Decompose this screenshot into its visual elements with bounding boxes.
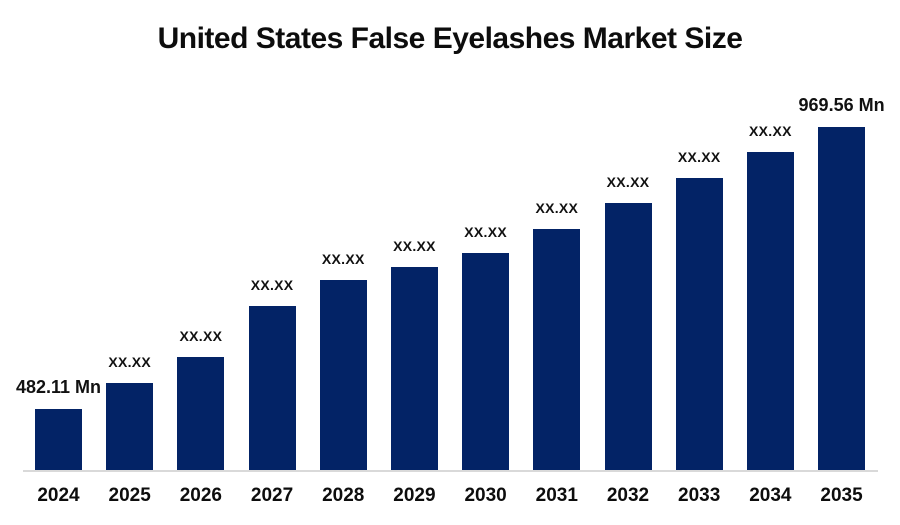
bar-2032: XX.XX 2032 [604,174,652,506]
x-axis-label-2035: 2035 [820,485,863,506]
x-axis-label-2024: 2024 [37,485,80,506]
bar-value-label-2033: XX.XX [677,149,721,165]
bar-2030: XX.XX 2030 [462,224,510,506]
bar-2028: XX.XX 2028 [319,251,367,506]
x-axis-label-2029: 2029 [393,485,436,506]
bar-value-label-2030: XX.XX [464,224,507,240]
bar-2033: XX.XX 2033 [675,149,723,506]
chart-title: United States False Eyelashes Market Siz… [157,22,743,55]
bar-2029: XX.XX 2029 [390,238,438,506]
bar-2031: XX.XX 2031 [533,200,581,506]
x-axis-label-2033: 2033 [678,485,721,506]
x-axis-label-2030: 2030 [464,485,507,506]
bar-2034: XX.XX 2034 [746,123,794,506]
x-axis-label-2026: 2026 [179,485,223,506]
x-axis-label-2028: 2028 [322,485,365,506]
plot-area: 482.11 Mn 2024 XX.XX 2025 XX.XX 2026 XX.XX 2027… [16,0,885,506]
bar-value-label-2029: XX.XX [393,238,436,254]
bar-2027: XX.XX 2027 [248,277,296,506]
bar-value-label-2035: 969.56 Mn [798,95,885,115]
bar-value-label-2028: XX.XX [321,251,365,267]
bar-2026: XX.XX 2026 [177,328,225,506]
x-axis-line [23,470,878,472]
x-axis-label-2032: 2032 [606,485,650,506]
bar-value-label-2031: XX.XX [535,200,579,216]
bar-value-label-2024: 482.11 Mn [15,377,102,397]
bar-value-label-2032: XX.XX [606,174,650,190]
bar-value-label-2026: XX.XX [179,328,223,344]
x-axis-label-2027: 2027 [250,485,294,506]
x-axis-label-2034: 2034 [749,485,792,506]
bar-2025: XX.XX 2025 [106,354,154,506]
x-axis-label-2025: 2025 [108,485,151,506]
bar-value-label-2025: XX.XX [108,354,152,370]
x-axis-label-2031: 2031 [535,485,578,506]
bar-2035: 969.56 Mn 2035 [799,95,885,506]
bar-value-label-2034: XX.XX [749,123,792,139]
bar-2024: 482.11 Mn 2024 [16,377,101,506]
bar-value-label-2027: XX.XX [250,277,294,293]
